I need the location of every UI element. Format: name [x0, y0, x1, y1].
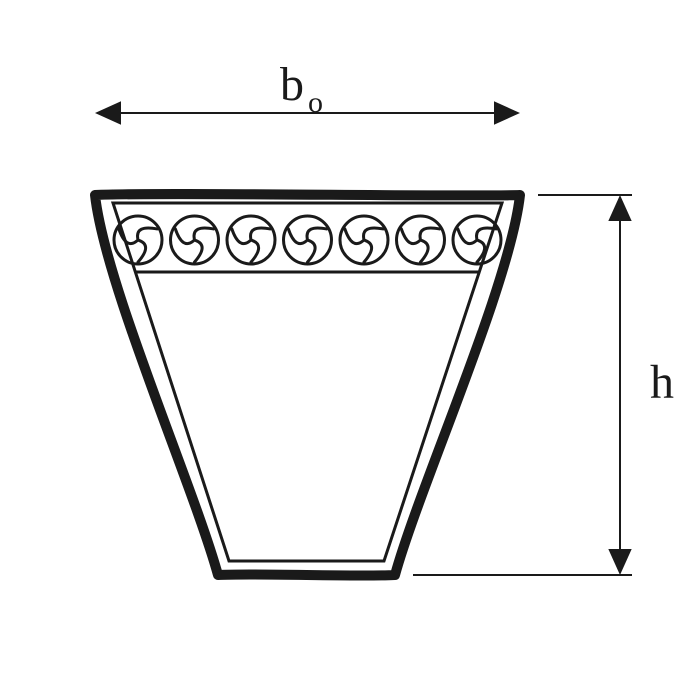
height-label: h — [650, 356, 674, 409]
belt-cross-section-diagram: bo h — [0, 0, 700, 700]
tension-cord-circles — [114, 216, 501, 264]
width-label: bo — [280, 58, 323, 119]
height-dimension — [413, 195, 632, 575]
